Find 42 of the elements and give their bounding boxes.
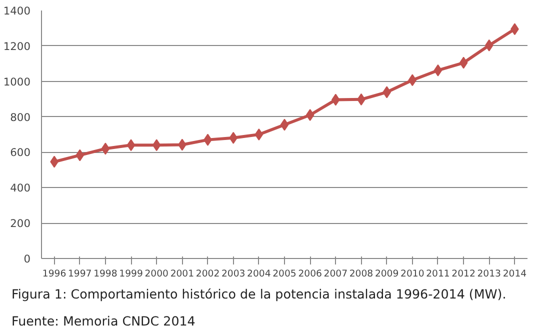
point [126, 139, 136, 152]
x-tick-label: 2000 [144, 268, 169, 280]
y-tick-label: 1000 [3, 75, 31, 88]
x-tick-label: 1997 [68, 268, 92, 280]
x-tick-label: 2006 [298, 268, 322, 280]
x-tick-label: 2005 [272, 268, 296, 280]
y-tick-label: 1200 [3, 40, 31, 53]
x-tick-label: 2013 [477, 268, 502, 280]
x-tick-label: 2001 [170, 268, 194, 280]
y-tick-label: 400 [10, 182, 31, 195]
x-tick-label: 2011 [426, 268, 450, 280]
x-tick-label: 2002 [196, 268, 220, 280]
x-tick-label: 2012 [452, 268, 476, 280]
x-tick-label: 1999 [119, 268, 143, 280]
x-tick-label: 2009 [374, 268, 399, 280]
point [484, 39, 494, 52]
point [408, 74, 417, 86]
x-tick-label: 2010 [400, 268, 424, 280]
y-tick-label: 800 [10, 110, 31, 124]
x-tick-label: 2003 [221, 268, 246, 280]
point [76, 149, 84, 162]
x-tick-label: 2014 [502, 268, 527, 280]
point [229, 132, 238, 144]
point [331, 94, 340, 106]
x-tick-label: 2008 [349, 268, 374, 280]
point [280, 118, 289, 131]
x-tick-label: 1996 [42, 268, 66, 280]
point [101, 142, 110, 155]
y-tick-label: 0 [24, 252, 31, 266]
y-tick-label: 600 [10, 146, 31, 160]
text: Figura 1: Comportamiento histórico de la potencia instalada 1996-2014 (MW). [12, 286, 506, 302]
x-tick-label: 2004 [247, 268, 271, 280]
x-tick-label: 2007 [324, 268, 348, 280]
point [254, 128, 264, 140]
source-note: Fuente: Memoria CNDC 2014 [12, 314, 196, 328]
y-tick-label: 200 [10, 217, 31, 230]
point [434, 64, 442, 76]
point [459, 56, 468, 69]
point [306, 109, 314, 122]
point [152, 139, 161, 152]
x-tick-label: 1998 [94, 268, 118, 280]
y-tick-label: 1400 [3, 4, 31, 18]
